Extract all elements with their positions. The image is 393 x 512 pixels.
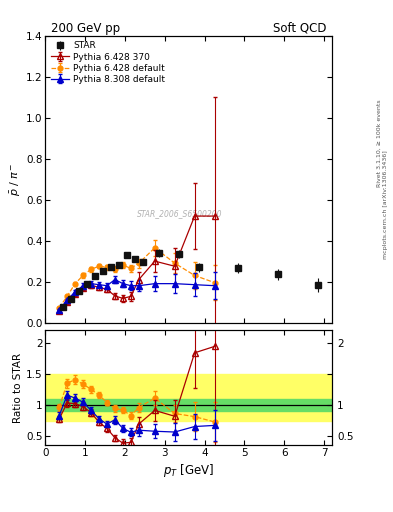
- Bar: [45, 399, 332, 411]
- Text: mcplots.cern.ch [arXiv:1306.3436]: mcplots.cern.ch [arXiv:1306.3436]: [384, 151, 388, 259]
- Text: STAR_2006_S6500200: STAR_2006_S6500200: [137, 209, 223, 218]
- Bar: [45, 374, 332, 420]
- Legend: STAR, Pythia 6.428 370, Pythia 6.428 default, Pythia 8.308 default: STAR, Pythia 6.428 370, Pythia 6.428 def…: [49, 39, 167, 86]
- Text: 200 GeV pp: 200 GeV pp: [51, 22, 120, 35]
- Y-axis label: $\bar{p}$ / $\pi^{-}$: $\bar{p}$ / $\pi^{-}$: [9, 163, 23, 196]
- X-axis label: $p_{T}$ [GeV]: $p_{T}$ [GeV]: [163, 462, 214, 479]
- Y-axis label: Ratio to STAR: Ratio to STAR: [13, 353, 23, 423]
- Text: Rivet 3.1.10, ≥ 100k events: Rivet 3.1.10, ≥ 100k events: [377, 99, 382, 187]
- Text: Soft QCD: Soft QCD: [273, 22, 326, 35]
